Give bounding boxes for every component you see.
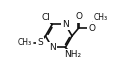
Circle shape: [62, 22, 68, 27]
Text: S: S: [37, 38, 43, 47]
Text: CH₃: CH₃: [17, 38, 31, 47]
Circle shape: [49, 45, 55, 50]
Text: CH₃: CH₃: [94, 13, 108, 22]
Text: O: O: [88, 24, 95, 33]
Text: N: N: [62, 20, 69, 29]
Text: Cl: Cl: [42, 13, 51, 22]
Text: N: N: [49, 43, 55, 52]
Text: NH₂: NH₂: [64, 50, 81, 59]
Text: O: O: [75, 12, 82, 21]
